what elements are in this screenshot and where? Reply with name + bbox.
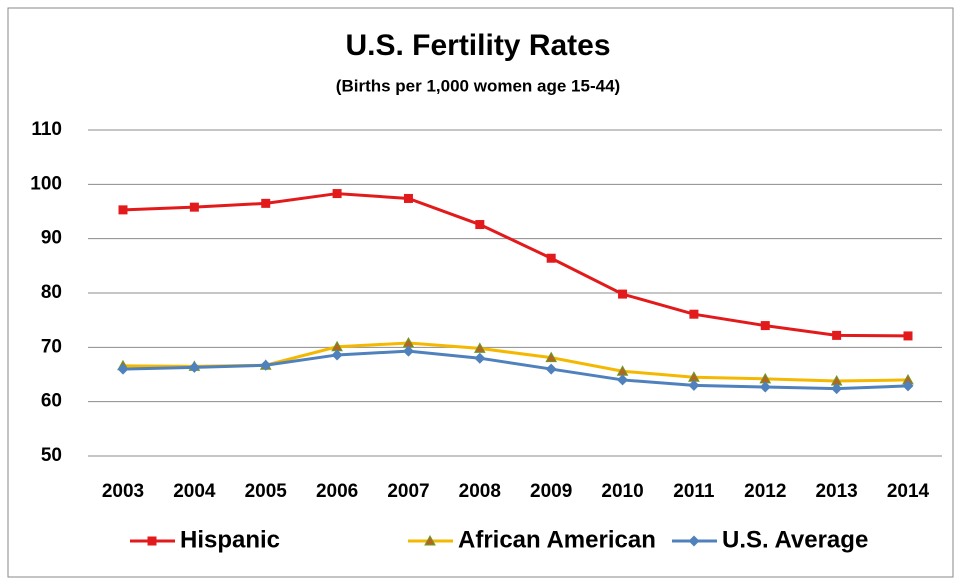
marker — [546, 253, 556, 263]
legend-label: U.S. Average — [722, 526, 868, 553]
x-tick-label: 2010 — [601, 481, 643, 502]
marker — [332, 189, 342, 199]
series-line — [122, 349, 909, 391]
x-tick-label: 2007 — [387, 481, 429, 502]
marker — [617, 374, 629, 386]
y-tick-label: 50 — [41, 445, 62, 466]
marker — [760, 321, 770, 331]
marker — [475, 220, 485, 230]
marker — [260, 359, 272, 371]
marker — [759, 381, 771, 393]
marker — [689, 309, 699, 319]
marker — [902, 380, 914, 392]
marker — [261, 198, 271, 208]
marker — [189, 202, 199, 212]
marker — [618, 289, 628, 299]
x-tick-label: 2008 — [459, 481, 501, 502]
legend-marker — [424, 534, 436, 546]
y-tick-label: 100 — [30, 173, 62, 194]
legend-marker — [147, 536, 157, 546]
marker — [545, 363, 557, 375]
marker — [402, 345, 414, 357]
legend-label: African American — [458, 526, 656, 553]
y-tick-label: 110 — [31, 119, 62, 140]
x-tick-label: 2009 — [530, 481, 572, 502]
x-tick-label: 2013 — [815, 481, 857, 502]
marker — [117, 363, 129, 375]
x-tick-label: 2011 — [673, 481, 715, 502]
marker — [688, 379, 700, 391]
marker — [118, 205, 128, 215]
y-tick-label: 70 — [41, 336, 62, 357]
marker — [832, 330, 842, 340]
series-line — [122, 192, 909, 338]
chart-subtitle: (Births per 1,000 women age 15-44) — [336, 76, 620, 95]
x-tick-label: 2006 — [316, 481, 358, 502]
y-tick-label: 80 — [41, 282, 62, 303]
legend-label: Hispanic — [180, 526, 280, 553]
marker — [188, 361, 200, 373]
legend-marker — [688, 535, 700, 547]
marker — [331, 349, 343, 361]
x-tick-label: 2012 — [744, 481, 786, 502]
marker — [831, 383, 843, 395]
x-tick-label: 2004 — [173, 481, 216, 502]
y-tick-label: 60 — [41, 391, 62, 412]
chart-title: U.S. Fertility Rates — [345, 29, 610, 62]
marker — [403, 193, 413, 203]
y-tick-label: 90 — [41, 228, 62, 249]
marker — [474, 352, 486, 364]
marker — [473, 342, 486, 353]
x-tick-label: 2014 — [887, 481, 930, 502]
x-tick-label: 2003 — [102, 481, 144, 502]
marker — [545, 351, 558, 363]
marker — [903, 331, 913, 341]
x-tick-label: 2005 — [245, 481, 288, 502]
